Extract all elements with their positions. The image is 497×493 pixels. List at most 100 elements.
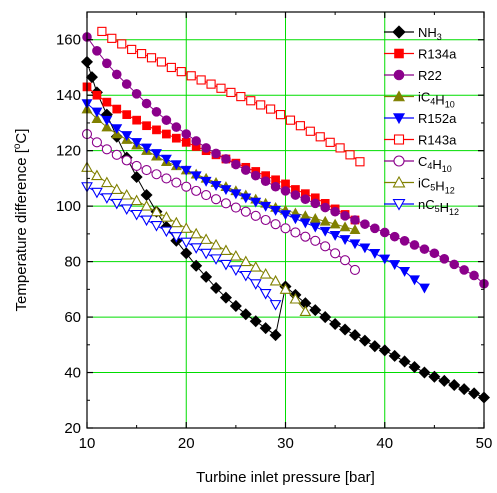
y-tick-label: 100 [56, 198, 81, 215]
data-point [229, 299, 242, 312]
legend-item: nC5H12 [384, 197, 459, 217]
data-point [181, 181, 192, 192]
data-point [229, 249, 242, 261]
data-point [339, 323, 352, 336]
legend-label: iC4H10 [418, 90, 455, 110]
data-point [190, 243, 203, 254]
data-point [439, 254, 450, 264]
data-point [111, 69, 122, 80]
data-point [339, 255, 351, 266]
data-point [110, 183, 123, 195]
data-point [122, 110, 132, 119]
data-point [216, 83, 226, 93]
legend-item: R152a [384, 111, 457, 126]
data-point [161, 173, 172, 184]
data-point [180, 222, 193, 233]
legend-item: iC5H12 [384, 176, 455, 196]
data-point [151, 149, 162, 160]
legend-item: R22 [384, 68, 442, 83]
data-point [295, 121, 305, 131]
data-point [121, 155, 132, 166]
data-point [329, 230, 341, 241]
legend-marker [393, 155, 405, 167]
x-tick-label: 20 [178, 435, 195, 452]
data-point [100, 176, 113, 188]
data-point [170, 160, 182, 171]
series-6 [81, 128, 361, 275]
data-point [121, 131, 133, 141]
data-point [210, 238, 222, 250]
data-point [140, 215, 153, 227]
data-point [91, 169, 103, 181]
data-point [399, 236, 410, 246]
data-point [210, 281, 223, 294]
series-7 [81, 161, 312, 317]
data-point [280, 186, 291, 196]
data-point [349, 239, 361, 250]
data-point [368, 340, 381, 353]
data-point [279, 283, 292, 294]
legend-marker [392, 90, 406, 102]
data-point [309, 222, 321, 233]
x-tick-label: 50 [476, 435, 493, 452]
data-point [418, 366, 431, 379]
data-point [239, 255, 252, 267]
data-point [355, 157, 365, 167]
data-point [131, 160, 142, 171]
data-point [300, 194, 311, 204]
data-point [210, 254, 222, 265]
data-point [110, 198, 123, 210]
data-point [190, 259, 203, 272]
data-point [146, 53, 157, 63]
data-point [166, 62, 176, 73]
data-point [92, 90, 102, 100]
data-point [100, 193, 113, 204]
data-point [285, 115, 296, 125]
data-point [131, 89, 142, 99]
series-line [86, 86, 356, 221]
data-point [219, 291, 232, 304]
data-point [117, 39, 127, 49]
data-point [130, 209, 143, 221]
data-point [91, 107, 103, 118]
y-tick-label: 140 [56, 87, 81, 104]
data-point [229, 265, 242, 277]
data-point [469, 270, 479, 281]
data-point [378, 344, 391, 357]
data-point [319, 311, 332, 324]
data-point [171, 122, 182, 132]
data-point [141, 98, 152, 109]
data-point [438, 374, 451, 387]
data-point [240, 193, 252, 204]
data-point [200, 233, 212, 244]
y-tick-label: 20 [64, 420, 81, 437]
data-point [340, 211, 350, 221]
y-tick-label: 120 [56, 143, 81, 160]
y-tick-label: 80 [64, 254, 81, 271]
data-point [111, 124, 123, 135]
data-point [191, 185, 202, 196]
data-point [246, 96, 256, 106]
data-point [211, 148, 221, 159]
data-point [289, 292, 302, 304]
data-point [358, 334, 371, 347]
data-point [299, 305, 312, 317]
data-point [220, 185, 232, 196]
data-point [249, 279, 262, 290]
data-point [230, 202, 241, 213]
data-point [249, 315, 262, 328]
data-point [200, 270, 213, 283]
data-point [269, 329, 282, 342]
data-point [171, 133, 181, 143]
data-point [180, 247, 193, 260]
data-point [310, 235, 321, 246]
series-8 [81, 182, 282, 311]
data-point [160, 226, 173, 238]
data-point [162, 129, 171, 139]
data-point [330, 248, 341, 259]
data-point [360, 219, 370, 229]
data-point [388, 349, 401, 362]
legend-label: nC5H12 [418, 197, 459, 217]
data-point [428, 370, 441, 383]
